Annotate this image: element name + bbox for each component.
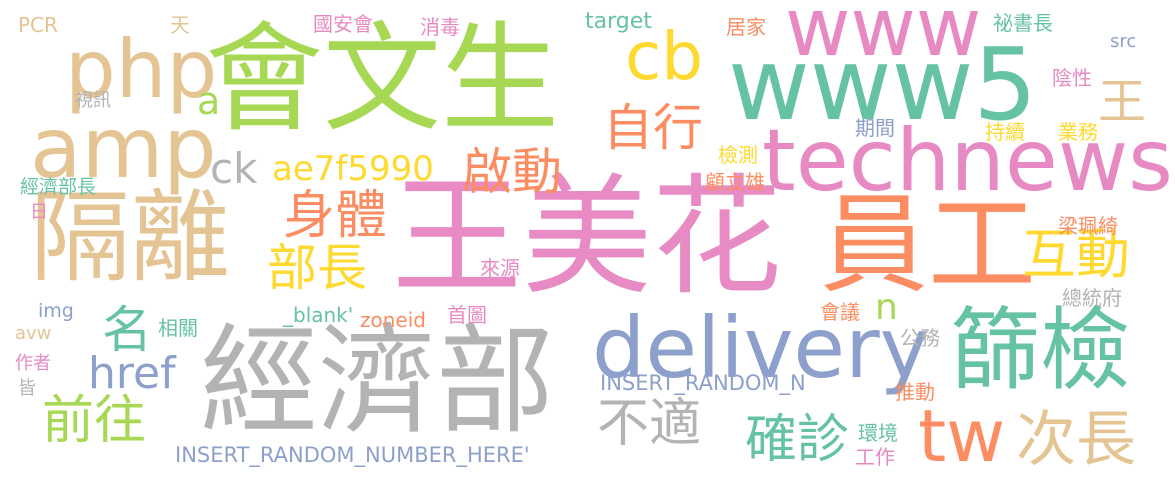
word: 王美花	[392, 161, 783, 313]
word: www5	[728, 26, 1037, 143]
word: 來源	[480, 256, 520, 280]
word: src	[1110, 31, 1137, 52]
word: delivery	[592, 299, 930, 397]
word: 梁珮綺	[1058, 214, 1118, 238]
word: zoneid	[360, 308, 426, 332]
word: target	[585, 9, 652, 34]
word: 作者	[15, 353, 51, 374]
word: 確診	[745, 410, 850, 470]
word: 工作	[855, 445, 895, 469]
word: 不適	[597, 394, 702, 454]
word: 首圖	[447, 303, 487, 327]
word: 啟動	[462, 143, 562, 201]
word: 國安會	[313, 12, 373, 36]
word: cb	[625, 18, 704, 95]
word: 期間	[855, 116, 895, 140]
word: n	[875, 287, 898, 328]
word: 自行	[603, 99, 703, 157]
word: 環境	[858, 421, 898, 445]
word: 消毒	[420, 15, 460, 39]
word: www	[785, 0, 982, 74]
word: amp	[30, 99, 217, 197]
word: 天	[170, 13, 190, 37]
word: 視訊	[75, 90, 111, 111]
word: 會議	[820, 300, 860, 324]
word: 部長	[267, 239, 367, 297]
word: 祕書長	[993, 11, 1053, 35]
word: technews	[762, 111, 1173, 211]
word: 皆	[18, 378, 36, 399]
word: 推動	[895, 380, 935, 404]
word: 總統府	[1062, 286, 1122, 310]
word: ae7f5990	[272, 149, 434, 189]
word: 互動	[1022, 223, 1130, 286]
word: php	[65, 23, 218, 116]
word: a	[197, 79, 221, 123]
word: 相關	[158, 316, 198, 340]
word: 業務	[1058, 120, 1098, 144]
word: 經濟部	[200, 312, 555, 450]
word: img	[38, 300, 74, 322]
word: 篩檢	[950, 298, 1130, 403]
word: 次長	[1016, 405, 1136, 475]
word: 王	[1098, 74, 1147, 130]
word: 隔離	[30, 179, 230, 296]
word: 檢測	[718, 143, 758, 167]
word: tw	[918, 394, 1006, 478]
word: _blank'	[283, 303, 354, 327]
word: 前往	[42, 391, 147, 451]
word: 顧立雄	[705, 170, 765, 194]
word: ck	[210, 144, 258, 193]
word: 會文生	[205, 10, 560, 148]
word: 日	[30, 202, 48, 223]
word: 經濟部長	[20, 176, 97, 198]
word: href	[88, 348, 176, 399]
word: 居家	[726, 15, 766, 39]
word: PCR	[18, 13, 58, 37]
word: INSERT_RANDOM_N	[600, 371, 806, 395]
word: INSERT_RANDOM_NUMBER_HERE'	[175, 443, 530, 467]
word: 名	[102, 301, 152, 359]
word: 身體	[283, 186, 388, 246]
word: 公務	[900, 326, 940, 350]
word: avw	[15, 323, 52, 344]
word: 持續	[985, 120, 1025, 144]
word: 陰性	[1052, 66, 1092, 90]
word: 員工	[820, 183, 1037, 308]
